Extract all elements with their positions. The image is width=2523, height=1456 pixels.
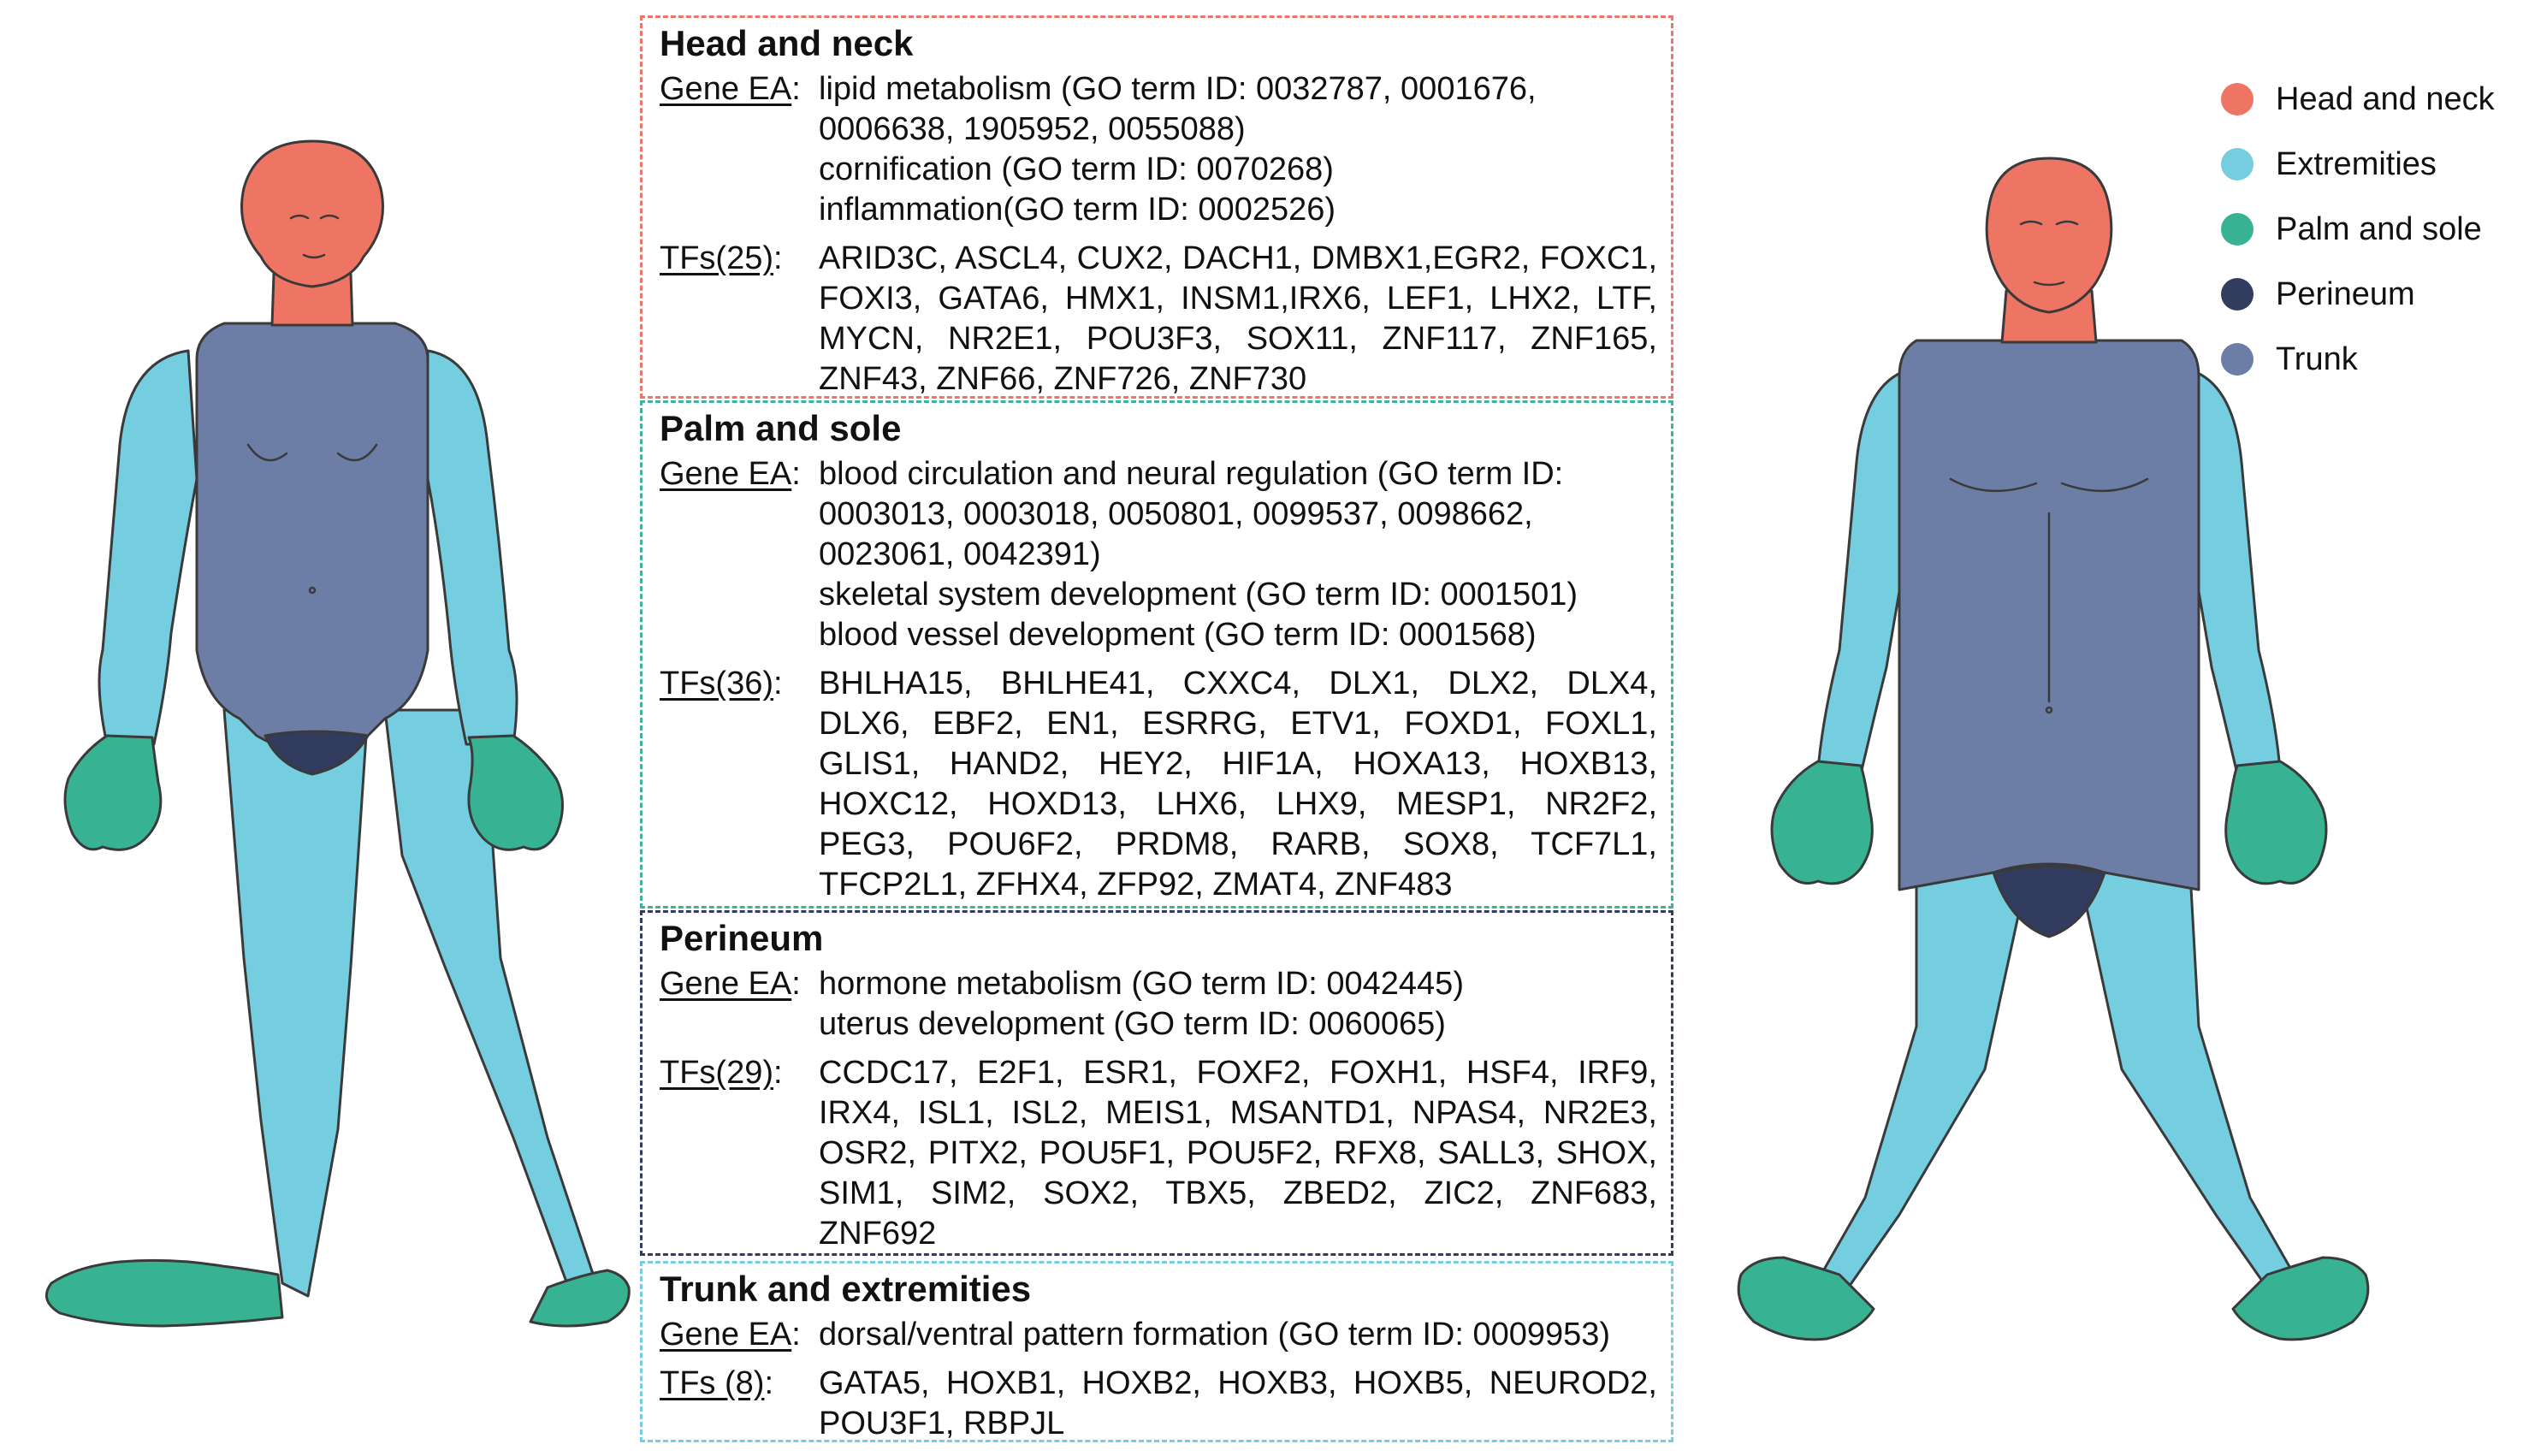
male-right-hand [2224,760,2328,885]
tfs-text: ARID3C, ASCL4, CUX2, DACH1, DMBX1,EGR2, … [819,240,1657,397]
female-left-foot [44,1258,284,1328]
female-trunk [195,322,429,755]
female-chest-left [246,443,288,462]
female-body-svg [44,139,631,1328]
panel-title: Trunk and extremities [660,1269,1032,1309]
male-body-figure [1703,0,2404,1456]
male-left-foot [1737,1256,1875,1341]
female-right-arm [426,349,518,746]
legend-swatch-head-and-neck [2221,83,2254,115]
legend-label: Head and neck [2276,80,2495,117]
tfs-text: CCDC17, E2F1, ESR1, FOXF2, FOXH1, HSF4, … [819,1055,1657,1252]
female-hair [240,139,384,288]
female-navel [308,586,317,595]
male-perineum [1992,865,2106,938]
female-left-leg [222,708,370,1298]
legend-label: Perineum [2276,275,2415,312]
tfs-row: TFs (8): GATA5, HOXB1, HOXB2, HOXB3, HOX… [660,1364,1671,1444]
tfs-row: TFs(25): ARID3C, ASCL4, CUX2, DACH1, DMB… [660,239,1671,400]
male-mouth [2033,281,2065,287]
legend-item: Trunk [2221,327,2495,392]
tfs-row: TFs(29): CCDC17, E2F1, ESR1, FOXF2, FOXH… [660,1053,1671,1254]
female-left-arm [98,349,198,746]
gene-ea-text: hormone metabolism (GO term ID: 0042445)… [819,966,1464,1042]
gene-ea-row: Gene EA: blood circulation and neural re… [660,454,1671,655]
female-right-foot [529,1269,631,1328]
gene-ea-row: Gene EA: lipid metabolism (GO term ID: 0… [660,69,1671,230]
male-pec-left [1949,477,2038,493]
male-left-hand [1770,760,1874,885]
tfs-label: TFs(29): [660,1055,783,1091]
gene-ea-label: Gene EA: [660,71,801,107]
female-right-hand [467,734,564,851]
gene-ea-text: dorsal/ventral pattern formation (GO ter… [819,1317,1611,1352]
panel-palm-and-sole: Palm and sole Gene EA: blood circulation… [640,400,1673,909]
gene-ea-label: Gene EA: [660,456,801,492]
gene-ea-row: Gene EA: dorsal/ventral pattern formatio… [660,1315,1671,1355]
male-pec-right [2060,477,2149,493]
tfs-label: TFs (8): [660,1365,773,1401]
legend-swatch-extremities [2221,148,2254,181]
legend-swatch-trunk [2221,343,2254,376]
legend-item: Extremities [2221,132,2495,197]
gene-ea-row: Gene EA: hormone metabolism (GO term ID:… [660,964,1671,1045]
tfs-text: BHLHA15, BHLHE41, CXXC4, DLX1, DLX2, DLX… [819,666,1657,903]
male-body-svg [1737,157,2370,1341]
male-left-arm [1816,366,1918,776]
male-right-foot [2231,1256,2370,1341]
legend-label: Trunk [2276,340,2358,377]
legend: Head and neck Extremities Palm and sole … [2221,67,2495,392]
legend-item: Perineum [2221,262,2495,327]
tfs-row: TFs(36): BHLHA15, BHLHE41, CXXC4, DLX1, … [660,664,1671,905]
male-left-eye [2019,220,2043,226]
legend-label: Palm and sole [2276,210,2482,247]
panel-title: Perineum [660,918,824,958]
legend-item: Palm and sole [2221,197,2495,262]
legend-swatch-palm-and-sole [2221,213,2254,246]
female-right-eye [319,214,340,220]
male-right-eye [2055,220,2079,226]
male-right-arm [2180,366,2282,776]
female-mouth [302,253,326,259]
gene-ea-text: blood circulation and neural regulation … [819,456,1578,653]
male-navel [2045,706,2053,714]
tfs-label: TFs(36): [660,666,783,701]
male-left-leg [1812,871,2029,1302]
tfs-label: TFs(25): [660,240,783,276]
legend-item: Head and neck [2221,67,2495,132]
female-perineum [264,730,370,776]
panel-title: Head and neck [660,23,914,63]
male-head [1985,157,2113,314]
tfs-text: GATA5, HOXB1, HOXB2, HOXB3, HOXB5, NEURO… [819,1365,1657,1441]
gene-ea-label: Gene EA: [660,966,801,1002]
panel-perineum: Perineum Gene EA: hormone metabolism (GO… [640,910,1673,1256]
legend-swatch-perineum [2221,278,2254,311]
male-right-leg [2077,871,2303,1302]
female-body-figure [0,0,633,1456]
gene-ea-text: lipid metabolism (GO term ID: 0032787, 0… [819,71,1537,228]
female-chest-right [336,443,378,462]
panel-title: Palm and sole [660,408,902,448]
panel-head-and-neck: Head and neck Gene EA: lipid metabolism … [640,15,1673,399]
gene-ea-label: Gene EA: [660,1317,801,1352]
female-left-hand [63,734,163,851]
legend-label: Extremities [2276,145,2437,182]
panel-trunk-and-extremities: Trunk and extremities Gene EA: dorsal/ve… [640,1261,1673,1442]
female-left-eye [289,214,310,220]
